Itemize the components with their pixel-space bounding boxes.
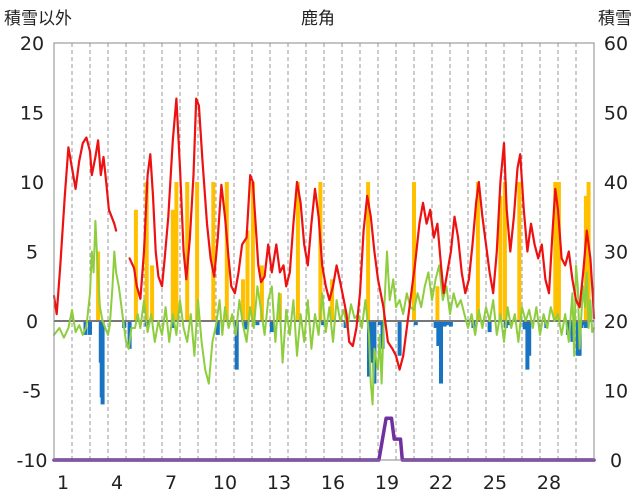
precipitation-bar — [144, 182, 149, 321]
left-axis-label: 積雪以外 — [4, 9, 72, 29]
snowfall_bars-bar — [215, 321, 220, 335]
snowfall_bars-bar — [170, 321, 175, 328]
temperature-line — [128, 97, 596, 371]
snowfall_bars-bar — [397, 321, 402, 356]
precipitation-bar — [241, 279, 245, 321]
right-tick-label: 30 — [604, 242, 628, 264]
right-tick-label: 50 — [604, 103, 628, 125]
precipitation-bar — [583, 195, 588, 321]
precipitation-bar — [250, 182, 255, 321]
line-layer — [52, 97, 596, 462]
precipitation-bar — [195, 182, 200, 321]
x-tick-label: 4 — [111, 472, 123, 494]
temperature_change-line — [53, 219, 595, 406]
plot-frame — [53, 42, 595, 461]
precipitation-bar — [224, 182, 229, 321]
precipitation-bar — [245, 230, 250, 321]
x-tick-label: 19 — [375, 472, 399, 494]
left-tick-label: -5 — [23, 381, 42, 403]
snowfall_bars-bar — [583, 321, 588, 328]
snowfall_bars-bar — [343, 321, 348, 328]
snowfall_bars-bar — [100, 321, 105, 405]
precipitation-bar — [556, 182, 561, 321]
precipitation-bar — [517, 182, 522, 321]
snowfall_bars-bar — [439, 321, 443, 384]
snowfall_bars-bar — [446, 321, 451, 326]
x-tick-label: 1 — [57, 472, 69, 494]
x-tick-label: 28 — [537, 472, 561, 494]
x-tick-label: 13 — [267, 472, 291, 494]
x-tick-label: 16 — [321, 472, 345, 494]
right-tick-label: 10 — [604, 381, 628, 403]
snowfall_bars-bar — [527, 321, 532, 356]
precipitation-bar — [412, 182, 416, 321]
snowfall_bars-bar — [413, 321, 418, 326]
right-tick-label: 40 — [604, 172, 628, 194]
precipitation-bar — [553, 182, 558, 321]
snowfall_bars-bar — [255, 321, 260, 326]
snowfall_bars-bar — [487, 321, 492, 333]
snowfall_bars-bar — [377, 321, 382, 326]
left-tick-label: 10 — [20, 172, 44, 194]
temperature-line — [52, 136, 118, 316]
left-tick-label: 15 — [20, 103, 44, 125]
snowfall_bars-bar — [88, 321, 92, 335]
x-tick-label: 10 — [213, 472, 237, 494]
snowfall_bars-bar — [522, 321, 527, 330]
precipitation-bar — [170, 209, 175, 321]
precipitation-bar — [498, 195, 503, 321]
snowfall_bars-bar — [321, 321, 326, 326]
snowfall_bars-bar — [243, 321, 248, 330]
snowfall_bars-bar — [448, 321, 453, 327]
right-axis-label: 積雪 — [598, 9, 632, 29]
precipitation-bar — [295, 182, 300, 321]
left-tick-label: 20 — [20, 33, 44, 55]
right-tick-label: 60 — [604, 33, 628, 55]
snowfall_bars-bar — [570, 321, 575, 342]
precipitation-bar — [435, 286, 440, 321]
snowfall_bars-bar — [269, 321, 274, 333]
precipitation-bar — [133, 209, 138, 321]
snowfall_bars-bar — [433, 321, 438, 328]
left-tick-label: 0 — [26, 311, 38, 333]
snowfall_bars-bar — [581, 321, 586, 326]
x-tick-label: 25 — [483, 472, 507, 494]
chart-title: 鹿角 — [301, 9, 335, 29]
left-tick-label: 5 — [26, 242, 38, 264]
x-tick-label: 7 — [165, 472, 177, 494]
left-tick-label: -10 — [16, 450, 47, 472]
precipitation-bar — [150, 265, 155, 321]
precipitation-bar — [475, 182, 480, 321]
precipitation-bar — [259, 265, 264, 321]
precipitation-bar — [174, 182, 179, 321]
right-axis-ticks: 60 50 40 30 20 10 0 — [604, 33, 628, 472]
precipitation-bar — [330, 279, 335, 321]
x-tick-label: 22 — [429, 472, 453, 494]
precipitation-bar — [366, 182, 371, 321]
snowfall_bars-bar — [436, 321, 441, 347]
snowfall_bars-bar — [368, 321, 373, 363]
snowfall_bars-bar — [234, 321, 239, 370]
right-tick-label: 0 — [610, 450, 622, 472]
snow_depth-line — [52, 416, 596, 462]
precipitation-bar — [185, 182, 190, 321]
left-axis-ticks: 20 15 10 5 0 -5 -10 — [16, 33, 47, 472]
x-axis-ticks: 1 4 7 10 13 16 19 22 25 28 — [57, 472, 561, 494]
right-tick-label: 20 — [604, 311, 628, 333]
snowfall_bars-bar — [442, 321, 447, 327]
precipitation-bar — [502, 182, 507, 321]
precipitation-bar — [211, 182, 216, 321]
